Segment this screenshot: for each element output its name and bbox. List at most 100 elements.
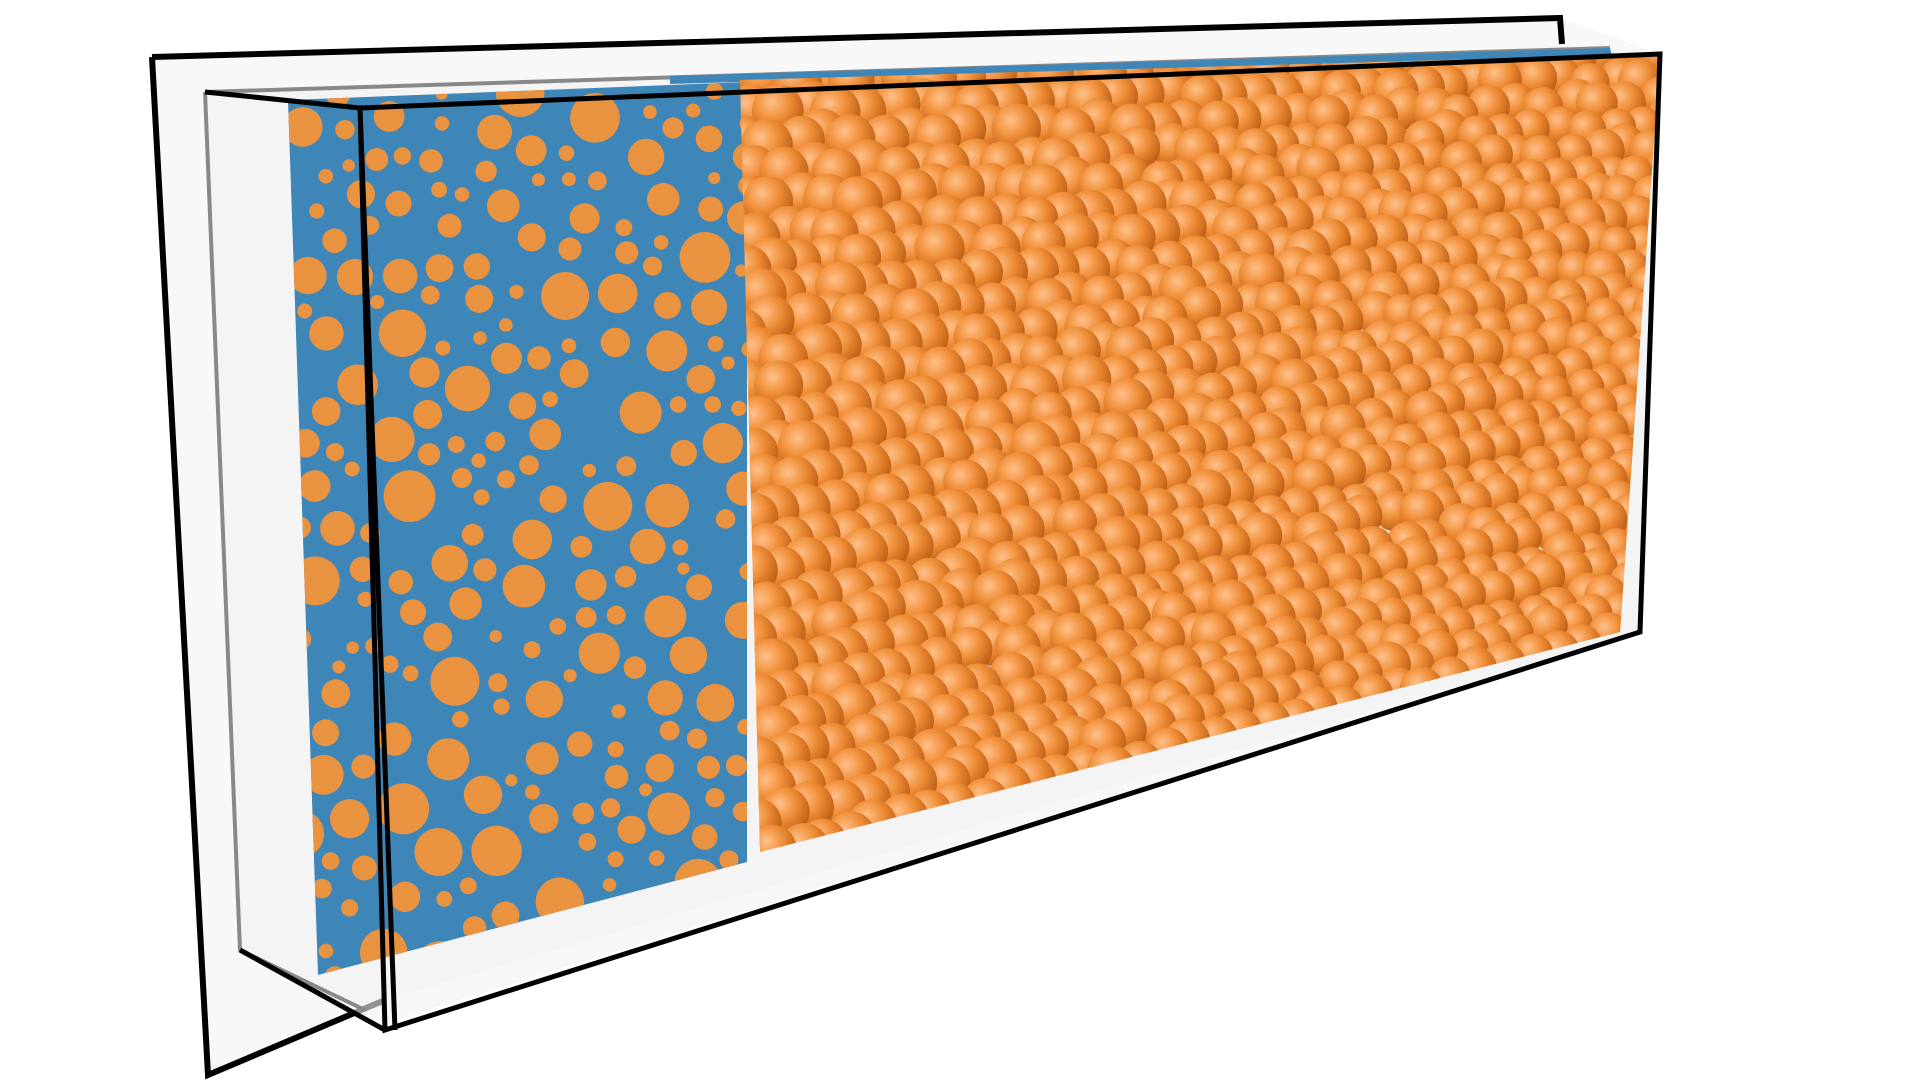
- cross-section-disc: [569, 203, 600, 234]
- cross-section-disc: [425, 254, 454, 283]
- cross-section-disc: [491, 901, 520, 930]
- cross-section-disc: [578, 632, 620, 674]
- cross-section-disc: [400, 599, 426, 626]
- cross-section-disc: [512, 519, 553, 560]
- cross-section-disc: [731, 400, 747, 416]
- cross-section-disc: [297, 303, 313, 319]
- cross-section-disc: [420, 285, 440, 305]
- cross-section-disc: [578, 833, 597, 851]
- cross-section-disc: [321, 852, 340, 870]
- cross-section-disc: [645, 753, 675, 783]
- cross-section-disc: [389, 881, 421, 912]
- cross-section-disc: [559, 359, 589, 388]
- cross-section-disc: [529, 804, 559, 834]
- cross-section-disc: [413, 399, 443, 429]
- cross-section-disc: [735, 264, 747, 277]
- cross-section-disc: [691, 824, 718, 850]
- cross-section-disc: [572, 802, 595, 825]
- cross-section-disc: [289, 256, 327, 295]
- cross-section-disc: [388, 570, 413, 595]
- cross-section-disc: [617, 815, 646, 844]
- cross-section-disc: [708, 172, 721, 185]
- cross-section-disc: [342, 159, 355, 172]
- cross-section-disc: [643, 105, 657, 119]
- cross-section-disc: [335, 120, 355, 140]
- cross-section-disc: [721, 356, 735, 370]
- cross-section-disc: [434, 116, 450, 131]
- cross-section-disc: [726, 471, 747, 506]
- cross-section-disc: [691, 289, 727, 326]
- cross-section-disc: [486, 189, 520, 223]
- cross-section-disc: [627, 138, 665, 176]
- cross-section-disc: [686, 103, 701, 118]
- cross-section-disc: [647, 680, 683, 716]
- cross-section-disc: [647, 792, 691, 835]
- cross-section-disc: [606, 605, 626, 625]
- cross-section-disc: [669, 396, 687, 413]
- cross-section-disc: [570, 535, 593, 558]
- cross-section-disc: [346, 641, 359, 654]
- cross-section-disc: [558, 145, 575, 161]
- cross-section-disc: [459, 877, 477, 895]
- cross-section-disc: [719, 850, 739, 870]
- cross-section-disc: [519, 455, 539, 475]
- cross-section-disc: [679, 232, 731, 283]
- cross-section-disc: [602, 878, 617, 892]
- cross-section-disc: [473, 489, 490, 506]
- cross-section-disc: [527, 346, 551, 370]
- cross-section-disc: [616, 456, 637, 477]
- cross-section-disc: [463, 775, 503, 815]
- cross-section-disc: [318, 168, 334, 184]
- cross-section-disc: [563, 669, 577, 683]
- cross-section-disc: [471, 825, 522, 877]
- cross-section-disc: [562, 172, 576, 187]
- cross-section-disc: [431, 181, 447, 198]
- cross-section-disc: [604, 764, 629, 789]
- cross-section-disc: [477, 114, 512, 150]
- cross-section-disc: [505, 774, 518, 787]
- cross-section-disc: [383, 470, 436, 523]
- cross-section-disc: [705, 788, 725, 808]
- cross-section-disc: [662, 117, 684, 139]
- cross-section-disc: [582, 463, 596, 478]
- cross-section-disc: [725, 754, 747, 777]
- cross-section-disc: [732, 801, 747, 822]
- cross-section-disc: [330, 799, 370, 839]
- cross-section-disc: [619, 391, 662, 434]
- cross-section-disc: [696, 683, 735, 722]
- cross-section-disc: [648, 850, 665, 866]
- cross-section-disc: [686, 574, 713, 601]
- cross-section-disc: [529, 418, 562, 451]
- cross-section-disc: [645, 483, 690, 528]
- cross-section-disc: [672, 539, 689, 556]
- cross-section-disc: [435, 340, 451, 356]
- cross-section-disc: [402, 665, 419, 682]
- cross-section-disc: [382, 258, 418, 294]
- cross-section-disc: [385, 190, 412, 217]
- cross-section-disc: [437, 213, 462, 238]
- cross-section-disc: [570, 93, 620, 143]
- cross-section-disc: [369, 416, 415, 462]
- cross-section-disc: [349, 556, 376, 582]
- cross-section-disc: [393, 147, 412, 165]
- cross-section-disc: [312, 878, 332, 899]
- cross-section-disc: [607, 741, 624, 758]
- cross-section-disc: [419, 149, 443, 173]
- cross-section-disc: [654, 291, 681, 319]
- cross-section-disc: [312, 719, 340, 747]
- cross-section-disc: [600, 327, 631, 358]
- cross-section-disc: [706, 966, 731, 975]
- cross-section-disc: [601, 798, 621, 818]
- cross-section-disc: [615, 219, 633, 237]
- cross-section-disc: [430, 656, 480, 706]
- cross-section-disc: [502, 564, 546, 608]
- cross-section-disc: [465, 284, 494, 313]
- cross-section-disc: [471, 453, 486, 468]
- cross-section-disc: [588, 171, 607, 191]
- cross-section-disc: [643, 256, 663, 276]
- cross-section-disc: [523, 641, 541, 659]
- cross-section-disc: [659, 720, 680, 741]
- cross-section-disc: [378, 783, 430, 835]
- cross-section-disc: [525, 680, 563, 718]
- cross-section-disc: [303, 754, 344, 795]
